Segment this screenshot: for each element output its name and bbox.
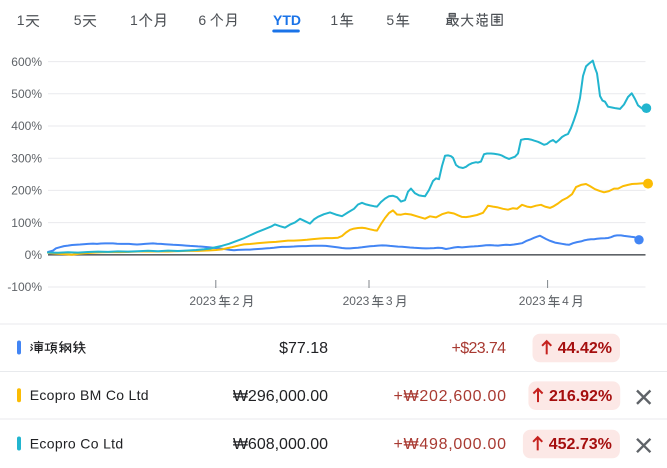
svg-text:300%: 300% <box>11 151 42 165</box>
svg-text:500%: 500% <box>11 87 42 101</box>
svg-text:44.42%: 44.42% <box>558 340 612 357</box>
svg-text:0%: 0% <box>25 248 43 262</box>
svg-text:₩608,000.00: ₩608,000.00 <box>233 436 328 453</box>
svg-text:-100%: -100% <box>7 280 42 294</box>
svg-text:+₩498,000.00: +₩498,000.00 <box>394 436 507 453</box>
svg-text:+₩202,600.00: +₩202,600.00 <box>394 388 507 405</box>
svg-text:200%: 200% <box>11 184 42 198</box>
svg-text:2023: 2023 <box>343 294 370 308</box>
svg-text:400%: 400% <box>11 119 42 133</box>
svg-text:4: 4 <box>562 294 569 308</box>
svg-text:₩296,000.00: ₩296,000.00 <box>233 388 328 405</box>
svg-text:100%: 100% <box>11 216 42 230</box>
svg-text:600%: 600% <box>11 55 42 69</box>
svg-text:1: 1 <box>17 12 25 28</box>
svg-text:Ecopro Co Ltd: Ecopro Co Ltd <box>30 435 124 451</box>
svg-text:2023: 2023 <box>519 294 546 308</box>
svg-text:452.73%: 452.73% <box>549 436 612 453</box>
svg-text:2023: 2023 <box>189 294 216 308</box>
svg-text:+$23.74: +$23.74 <box>452 340 507 357</box>
svg-text:Ecopro BM Co Ltd: Ecopro BM Co Ltd <box>30 387 149 403</box>
svg-text:5: 5 <box>74 12 82 28</box>
svg-text:1: 1 <box>330 12 338 28</box>
svg-text:5: 5 <box>386 12 394 28</box>
svg-text:YTD: YTD <box>273 12 301 28</box>
svg-text:2: 2 <box>233 294 240 308</box>
svg-text:216.92%: 216.92% <box>549 388 612 405</box>
svg-text:6: 6 <box>198 12 206 28</box>
svg-text:1: 1 <box>130 12 138 28</box>
svg-text:$77.18: $77.18 <box>279 340 328 357</box>
svg-text:3: 3 <box>386 294 393 308</box>
